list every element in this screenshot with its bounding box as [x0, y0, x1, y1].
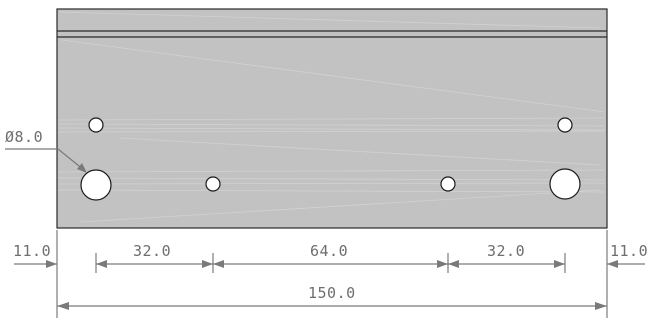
small-hole-top-right [557, 117, 573, 133]
dim-overall-width: 150.0 [308, 284, 356, 302]
hole-callout: Ø8.0 [5, 128, 87, 173]
dim-span-1: 32.0 [133, 242, 171, 260]
large-hole-left [80, 169, 112, 201]
dim-span-3: 32.0 [487, 242, 525, 260]
surface-streaks [57, 11, 606, 223]
small-hole-mid-right [440, 176, 456, 192]
small-hole-mid-left [205, 176, 221, 192]
extension-lines [56, 230, 608, 318]
callout-arrowhead [77, 163, 87, 173]
plate [56, 8, 608, 229]
dim-left-margin: 11.0 [13, 242, 51, 260]
dim-right-margin: 11.0 [610, 242, 647, 260]
hole-diameter-label: Ø8.0 [5, 128, 43, 146]
holes [80, 117, 581, 201]
callout-leader-line [5, 148, 85, 171]
small-hole-top-left [88, 117, 104, 133]
large-hole-right [549, 168, 581, 200]
dim-span-2: 64.0 [310, 242, 348, 260]
chain-dimension [14, 260, 645, 268]
overall-dimension [57, 302, 607, 310]
